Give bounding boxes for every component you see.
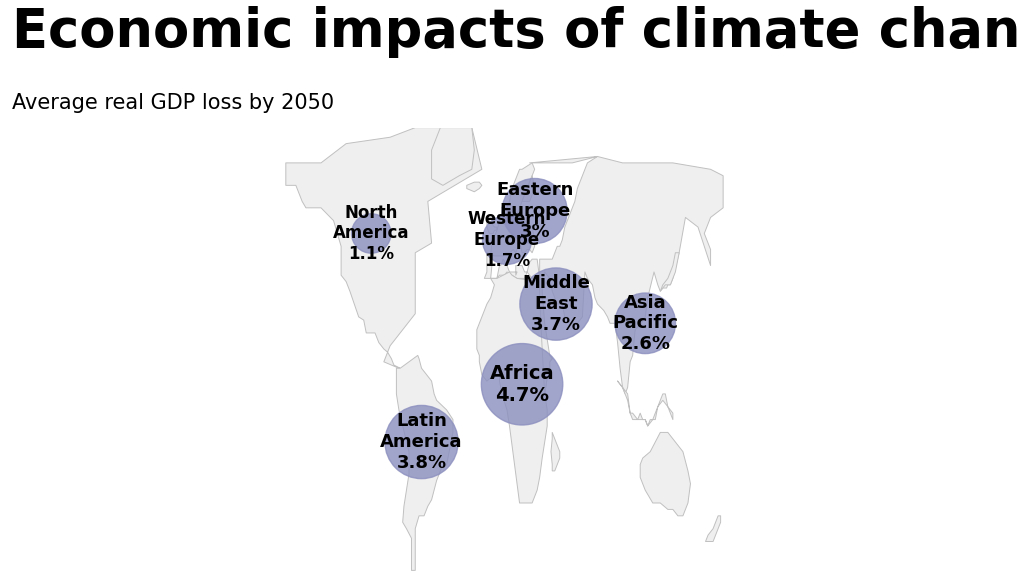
- Circle shape: [483, 215, 532, 264]
- Circle shape: [502, 179, 568, 244]
- Text: Average real GDP loss by 2050: Average real GDP loss by 2050: [12, 93, 334, 113]
- Text: Africa
4.7%: Africa 4.7%: [490, 364, 554, 405]
- Text: Middle
East
3.7%: Middle East 3.7%: [522, 274, 590, 334]
- Circle shape: [520, 268, 592, 340]
- Text: Eastern
Europe
3%: Eastern Europe 3%: [496, 181, 574, 241]
- Circle shape: [352, 214, 391, 253]
- Text: North
America
1.1%: North America 1.1%: [333, 204, 410, 263]
- Text: Western
Europe
1.7%: Western Europe 1.7%: [468, 210, 546, 270]
- Text: Asia
Pacific
2.6%: Asia Pacific 2.6%: [612, 293, 679, 353]
- Text: Latin
America
3.8%: Latin America 3.8%: [380, 412, 463, 472]
- Circle shape: [614, 293, 676, 354]
- Text: Economic impacts of climate change: Economic impacts of climate change: [12, 6, 1019, 58]
- Circle shape: [385, 405, 459, 478]
- Circle shape: [481, 343, 562, 425]
